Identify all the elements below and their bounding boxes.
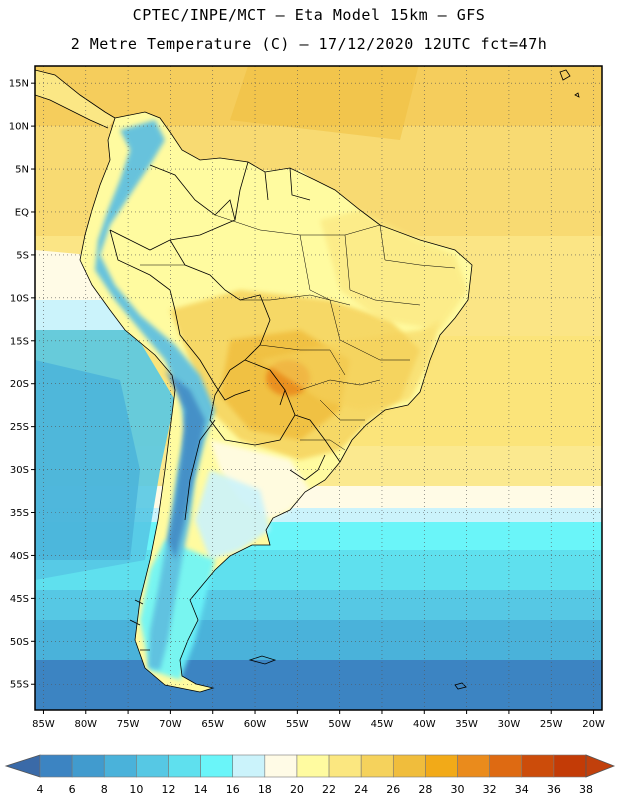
colorbar-label: 36 xyxy=(547,783,561,796)
patagonia-north xyxy=(195,470,270,560)
colorbar-swatch xyxy=(489,754,523,778)
lat-tick-label: 10N xyxy=(9,122,29,133)
colorbar-swatch xyxy=(360,754,394,778)
colorbar-swatch xyxy=(553,754,587,778)
colorbar-swatch xyxy=(521,754,555,778)
lon-tick-label: 45W xyxy=(371,719,394,730)
lon-tick-label: 65W xyxy=(201,719,224,730)
lon-tick-label: 85W xyxy=(32,719,55,730)
colorbar-label: 10 xyxy=(129,783,143,796)
state-borders xyxy=(140,214,456,451)
lon-tick-label: 80W xyxy=(74,719,97,730)
colorbar-label: 22 xyxy=(322,783,336,796)
field-layer xyxy=(35,66,602,710)
pacific-cooler xyxy=(35,360,140,560)
lat-tick-label: 15N xyxy=(9,79,29,90)
colorbar-label: 34 xyxy=(515,783,529,796)
colorbar-label: 6 xyxy=(69,783,76,796)
lat-tick-label: 5N xyxy=(15,165,29,176)
colorbar-swatch xyxy=(392,754,426,778)
lon-tick-label: 35W xyxy=(455,719,478,730)
colorbar-label: 8 xyxy=(101,783,108,796)
colorbar-swatch xyxy=(457,754,490,778)
colorbar-swatch xyxy=(103,754,137,778)
brazil-se-warm xyxy=(260,320,440,410)
lon-tick-label: 40W xyxy=(413,719,436,730)
colorbar-label: 14 xyxy=(194,783,208,796)
lat-tick-label: 45S xyxy=(10,594,29,605)
lat-tick-label: 25S xyxy=(10,422,29,433)
lon-tick-label: 20W xyxy=(582,719,605,730)
central-america-land xyxy=(35,70,115,128)
lon-tick-label: 25W xyxy=(540,719,563,730)
caribbean-warm xyxy=(230,66,419,140)
lat-tick-label: 10S xyxy=(10,293,29,304)
colorbar-swatch xyxy=(71,754,105,778)
colorbar-label: 32 xyxy=(483,783,497,796)
colorbar-label: 30 xyxy=(451,783,465,796)
country-borders xyxy=(35,69,473,693)
colorbar-swatch xyxy=(328,754,362,778)
colorbar-label: 4 xyxy=(37,783,44,796)
title-line-2: 2 Metre Temperature (C) – 17/12/2020 12U… xyxy=(70,35,548,53)
lon-tick-label: 30W xyxy=(498,719,521,730)
band-52s xyxy=(35,660,602,710)
lon-tick-label: 70W xyxy=(159,719,182,730)
lon-tick-label: 60W xyxy=(244,719,267,730)
colorbar-swatch xyxy=(264,754,298,778)
lat-tick-label: EQ xyxy=(15,207,29,218)
ne-brazil xyxy=(320,210,468,330)
colorbar-label: 38 xyxy=(579,783,593,796)
pacific-mild-2 xyxy=(35,300,125,330)
colorbar-label: 26 xyxy=(386,783,400,796)
colorbar-label: 20 xyxy=(290,783,304,796)
colorbar-swatch xyxy=(232,754,266,778)
band-47s xyxy=(35,620,602,660)
colorbar-swatch xyxy=(200,754,234,778)
map-frame xyxy=(34,65,603,711)
band-44s xyxy=(35,590,602,620)
lon-axis: 85W 80W 75W 70W 65W 60W 55W 50W 45W 40W 35W 30W 25W 2… xyxy=(32,710,605,730)
islands xyxy=(129,69,580,690)
colorbar: 4 6 8 10 12 14 16 18 20 22 24 26 28 30 32 34 36 38 xyxy=(4,754,616,796)
lat-tick-label: 15S xyxy=(10,336,29,347)
colorbar-high-end xyxy=(585,754,616,778)
colorbar-swatch xyxy=(39,754,73,778)
colorbar-label: 28 xyxy=(418,783,432,796)
colorbar-swatch xyxy=(136,754,169,778)
lon-tick-label: 75W xyxy=(117,719,140,730)
lon-tick-label: 50W xyxy=(328,719,351,730)
pampas xyxy=(210,440,310,520)
lat-tick-label: 55S xyxy=(10,680,29,691)
colorbar-swatch xyxy=(296,754,330,778)
lat-axis: 15N 10N 5N EQ 5S 10S 15S 20S 25S 30S 35S 40S 45S 50S 5… xyxy=(9,79,35,691)
lat-tick-label: 20S xyxy=(10,379,29,390)
colorbar-swatch xyxy=(425,754,458,778)
colorbar-swatch xyxy=(168,754,201,778)
colorbar-label: 16 xyxy=(226,783,240,796)
lat-tick-label: 5S xyxy=(16,250,29,261)
colorbar-low-end xyxy=(4,754,41,778)
lat-tick-label: 35S xyxy=(10,508,29,519)
graticule xyxy=(35,66,602,710)
andes-cold xyxy=(95,120,215,670)
colorbar-label: 24 xyxy=(354,783,368,796)
lat-tick-label: 50S xyxy=(10,637,29,648)
lon-tick-label: 55W xyxy=(286,719,309,730)
colorbar-label: 18 xyxy=(258,783,272,796)
colorbar-label: 12 xyxy=(161,783,175,796)
lat-tick-label: 30S xyxy=(10,465,29,476)
title-line-1: CPTEC/INPE/MCT – Eta Model 15km – GFS xyxy=(132,6,486,24)
lat-tick-label: 40S xyxy=(10,551,29,562)
